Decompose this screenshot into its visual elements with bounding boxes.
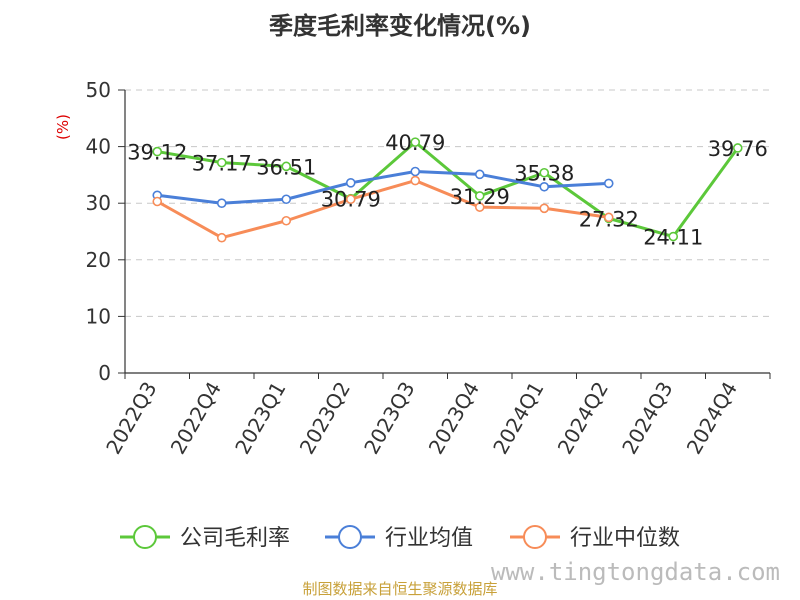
- x-tick-label: 2022Q4: [166, 378, 226, 459]
- data-point: [345, 194, 356, 205]
- data-point: [152, 196, 163, 207]
- y-tick-label: 10: [86, 304, 111, 328]
- y-tick-label: 0: [98, 361, 111, 385]
- data-point: [474, 202, 485, 212]
- x-tick-label: 2024Q2: [553, 378, 613, 459]
- axes: [118, 89, 771, 379]
- data-label: 31.29: [450, 185, 510, 209]
- data-label: 39.12: [127, 141, 187, 165]
- source-note: 制图数据来自恒生聚源数据库: [302, 580, 497, 598]
- y-tick-label: 20: [86, 248, 111, 272]
- data-point: [281, 161, 292, 172]
- data-point: [281, 194, 292, 205]
- y-tick-label: 50: [86, 78, 111, 102]
- data-point: [152, 146, 163, 157]
- x-tick-label: 2024Q4: [682, 378, 742, 459]
- legend-label: 公司毛利率: [180, 526, 290, 551]
- x-tick-label: 2024Q1: [488, 378, 548, 459]
- x-tick-label: 2023Q1: [230, 378, 290, 459]
- x-axis-ticks: 2022Q3 2022Q4 2023Q1 2023Q2 2023Q3 2023Q4 2024…: [101, 378, 742, 459]
- legend-marker: [523, 525, 547, 549]
- y-tick-label: 30: [86, 191, 111, 215]
- legend-marker: [133, 525, 157, 549]
- data-point: [410, 175, 421, 186]
- data-point: [474, 169, 485, 180]
- data-point: [732, 143, 743, 153]
- series-line: [156, 140, 739, 239]
- data-label: 35.38: [514, 162, 574, 186]
- y-tick-label: 40: [86, 135, 111, 159]
- data-point: [216, 232, 227, 243]
- data-point: [539, 181, 550, 192]
- series-line: [157, 170, 609, 205]
- legend: 公司毛利率 行业均值 行业中位数: [120, 525, 680, 551]
- data-point: [474, 191, 485, 201]
- x-tick-label: 2023Q2: [295, 378, 355, 459]
- watermark-text: www.tingtongdata.com: [491, 558, 780, 586]
- series-layer: [152, 137, 743, 243]
- y-axis-label: (%): [54, 114, 72, 140]
- data-point: [216, 198, 227, 208]
- legend-item[interactable]: 行业均值: [325, 525, 473, 551]
- data-label: 39.76: [708, 137, 768, 161]
- data-label: 30.79: [321, 188, 381, 212]
- data-label: 27.32: [579, 207, 639, 231]
- data-point: [410, 166, 421, 177]
- data-point: [603, 212, 614, 223]
- data-point: [345, 178, 356, 188]
- data-point: [410, 137, 421, 147]
- data-point: [539, 203, 550, 214]
- legend-item[interactable]: 公司毛利率: [120, 525, 290, 551]
- x-tick-label: 2023Q3: [359, 378, 419, 459]
- x-tick-label: 2023Q4: [424, 378, 484, 459]
- data-point: [281, 215, 292, 226]
- data-label: 37.17: [192, 152, 252, 176]
- x-tick-label: 2022Q3: [101, 378, 161, 459]
- legend-label: 行业中位数: [570, 526, 680, 551]
- data-point: [668, 231, 679, 242]
- data-point: [539, 167, 550, 178]
- data-label: 40.79: [385, 131, 445, 155]
- y-axis-ticks: 0 10 20 30 40 50: [86, 78, 111, 385]
- legend-label: 行业均值: [385, 526, 473, 551]
- legend-item[interactable]: 行业中位数: [510, 525, 680, 551]
- x-tick-label: 2024Q3: [617, 378, 677, 459]
- gridlines: [125, 89, 770, 317]
- data-point: [603, 178, 614, 189]
- chart-title: 季度毛利率变化情况(%): [269, 12, 531, 40]
- series-line: [156, 179, 609, 240]
- data-point: [216, 157, 227, 168]
- data-label: 36.51: [256, 155, 316, 179]
- data-label: 24.11: [643, 226, 703, 250]
- legend-marker: [338, 525, 362, 549]
